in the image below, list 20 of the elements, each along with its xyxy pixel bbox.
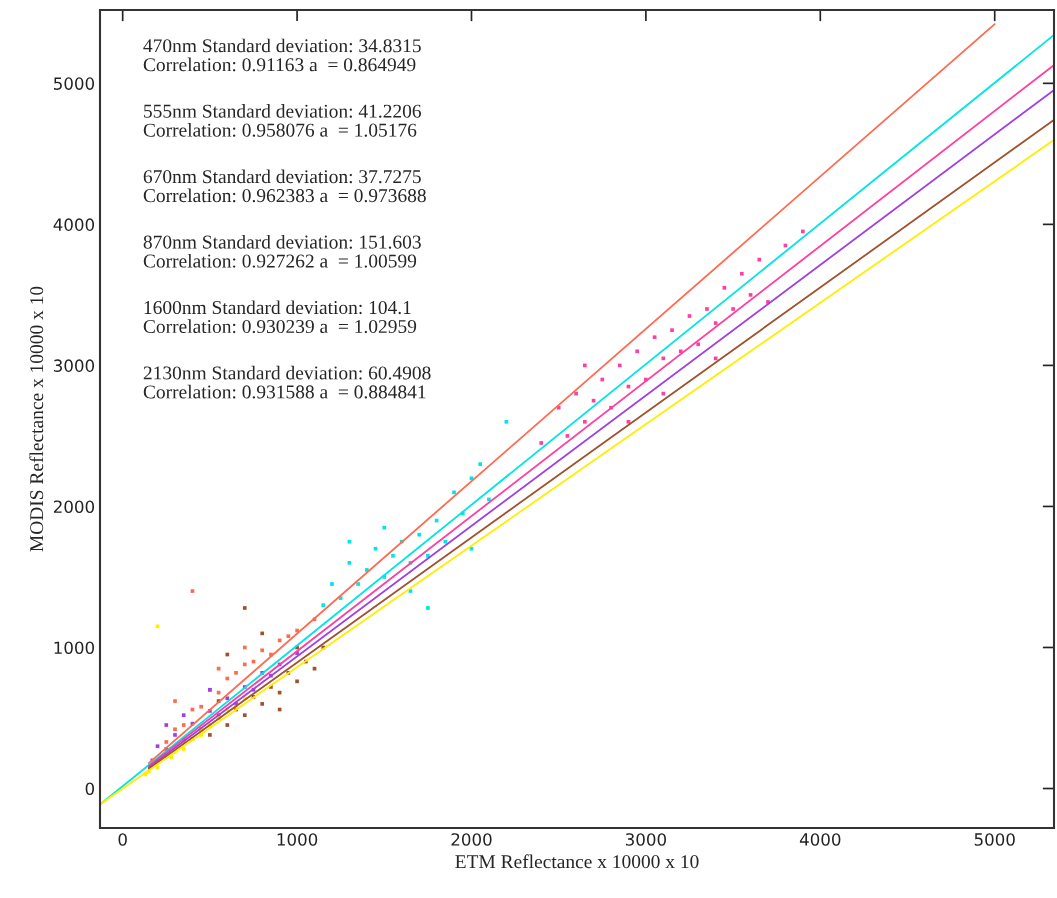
y-axis-title: MODIS Reflectance x 10000 x 10 bbox=[29, 286, 44, 552]
x-tick-label: 0 bbox=[118, 833, 127, 846]
y-tick-label: 0 bbox=[85, 782, 95, 796]
y-tick-label: 3000 bbox=[53, 359, 95, 372]
x-tick-label: 5000 bbox=[974, 833, 1015, 846]
annotation: 670nm Standard deviation: 37.7275 Correlation: 0.962383 a = 0.973688 bbox=[143, 169, 426, 203]
annotation: 470nm Standard deviation: 34.8315 Correlation: 0.91163 a = 0.864949 bbox=[143, 38, 421, 72]
x-tick-label: 2000 bbox=[451, 833, 492, 846]
annotation: 870nm Standard deviation: 151.603 Correlation: 0.927262 a = 1.00599 bbox=[143, 234, 421, 268]
annotation: 2130nm Standard deviation: 60.4908 Correlation: 0.931588 a = 0.884841 bbox=[143, 365, 431, 399]
y-tick-label: 5000 bbox=[54, 77, 95, 90]
x-axis-title: ETM Reflectance x 10000 x 10 bbox=[455, 854, 699, 869]
x-tick-label: 1000 bbox=[277, 833, 318, 846]
annotation: 1600nm Standard deviation: 104.1 Correlation: 0.930239 a = 1.02959 bbox=[143, 300, 417, 334]
annotation: 555nm Standard deviation: 41.2206 Correlation: 0.958076 a = 1.05176 bbox=[143, 104, 422, 137]
y-tick-label: 2000 bbox=[53, 500, 95, 514]
y-tick-label: 1000 bbox=[54, 641, 95, 655]
x-tick-label: 4000 bbox=[799, 833, 841, 846]
x-tick-label: 3000 bbox=[625, 833, 666, 846]
y-tick-label: 4000 bbox=[53, 218, 95, 231]
